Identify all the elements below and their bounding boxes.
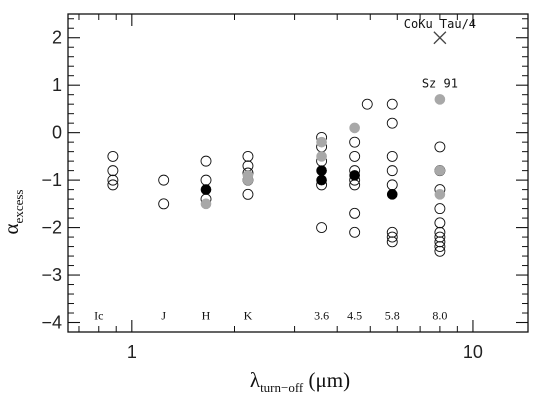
band-label: 5.8	[385, 308, 400, 322]
annotation: CoKu Tau/4	[404, 17, 476, 31]
x-tick-label: 1	[127, 342, 137, 362]
data-point-cross	[433, 31, 447, 45]
band-label: Ic	[94, 308, 103, 322]
data-point-open	[242, 188, 254, 200]
band-label: J	[161, 308, 166, 322]
data-point-gray	[316, 151, 327, 162]
data-point-gray	[349, 122, 360, 134]
data-point-open	[386, 150, 398, 162]
data-point-open	[434, 231, 446, 243]
data-point-gray	[434, 189, 446, 200]
data-point-open	[386, 226, 398, 238]
y-tick-label: 0	[52, 123, 62, 143]
data-point-open	[386, 117, 398, 129]
x-axis-label-main: λ	[250, 368, 261, 392]
annotation: Sz 91	[422, 77, 458, 91]
data-point-open	[434, 236, 446, 248]
data-point-open	[434, 226, 446, 238]
data-point-open	[107, 174, 119, 186]
data-point-open	[386, 98, 398, 110]
data-point-open	[349, 207, 361, 219]
data-point-gray	[316, 136, 327, 148]
data-point-open	[349, 136, 361, 148]
data-point-open	[434, 203, 446, 215]
data-point-open	[434, 241, 446, 253]
y-tick-label: −3	[41, 265, 62, 285]
data-point-open	[107, 179, 119, 191]
data-point-open	[386, 231, 398, 243]
data-point-open	[316, 222, 328, 234]
data-point-gray	[200, 198, 212, 210]
y-tick-label: −1	[41, 170, 62, 190]
data-point-open	[361, 98, 373, 110]
plot-frame	[67, 13, 529, 333]
data-point-open	[107, 150, 119, 162]
x-axis-label-unit: (μm)	[303, 368, 350, 392]
data-point-open	[434, 141, 446, 153]
data-point-open	[386, 179, 398, 191]
data-point-open	[107, 165, 119, 177]
data-point-gray	[434, 165, 446, 176]
data-point-open	[242, 150, 254, 162]
band-label: H	[202, 308, 211, 322]
y-tick-label: 1	[52, 75, 62, 95]
data-point-gray	[434, 94, 446, 105]
x-axis-label-sub: turn−off	[260, 380, 304, 395]
x-tick-label: 10	[463, 342, 483, 362]
y-axis-label-sub: excess	[11, 190, 26, 224]
y-tick-label: −4	[41, 313, 62, 333]
data-point-open	[158, 198, 170, 210]
data-point-open	[434, 217, 446, 229]
data-point-open	[386, 236, 398, 248]
cross-stroke	[433, 31, 447, 45]
data-point-filled	[200, 184, 212, 195]
data-point-open	[386, 165, 398, 177]
data-point-filled	[316, 174, 327, 186]
y-tick-label: 2	[52, 28, 62, 48]
y-tick-label: −2	[41, 218, 62, 238]
band-label: 4.5	[347, 308, 362, 322]
data-point-open	[200, 155, 212, 167]
band-label: 3.6	[314, 308, 329, 322]
data-point-open	[349, 226, 361, 238]
band-label: K	[244, 308, 253, 322]
band-label: 8.0	[432, 308, 447, 322]
data-point-open	[200, 174, 212, 186]
data-point-open	[158, 174, 170, 186]
data-point-open	[434, 245, 446, 257]
data-point-open	[349, 150, 361, 162]
data-point-gray	[242, 174, 254, 186]
data-point-filled	[316, 165, 327, 176]
x-axis-label: λturn−off (μm)	[250, 368, 350, 395]
y-axis-label-main: α	[0, 223, 23, 234]
data-point-filled	[386, 189, 398, 200]
y-axis-label: αexcess	[0, 190, 26, 235]
data-point-filled	[349, 170, 360, 181]
